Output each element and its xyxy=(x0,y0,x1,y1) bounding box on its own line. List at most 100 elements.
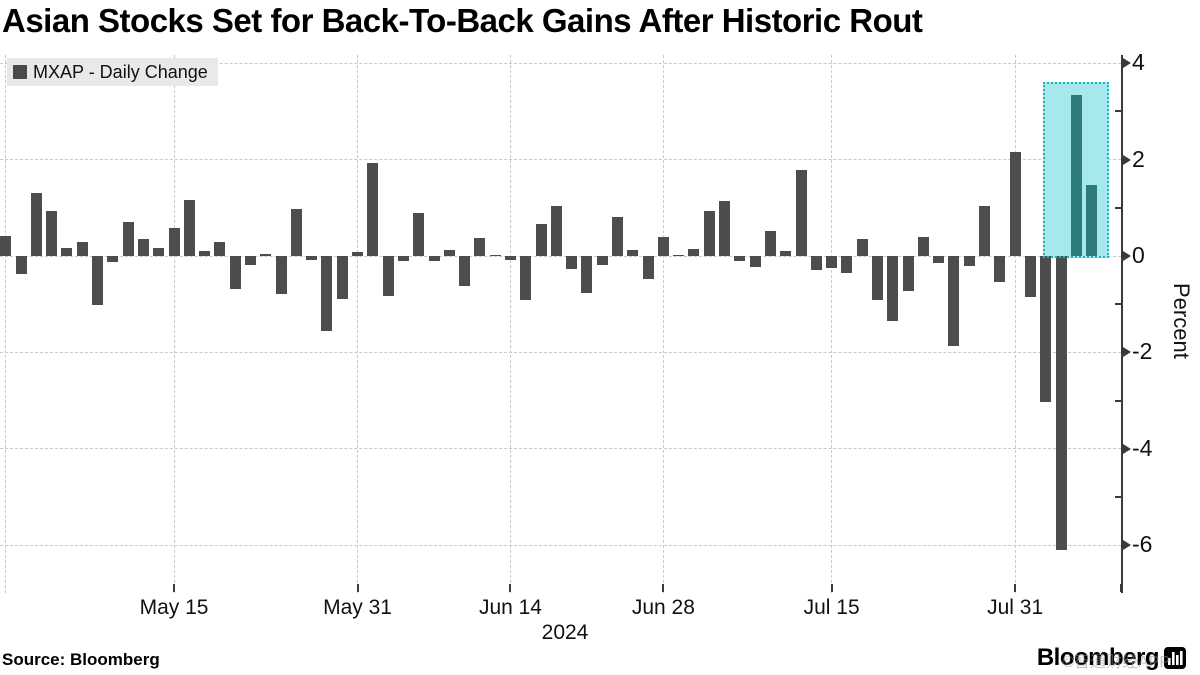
bar-jun-12 xyxy=(474,238,486,256)
y-tick-label: 2 xyxy=(1132,145,1145,172)
bar-jul-25 xyxy=(948,256,960,347)
gridline-horizontal xyxy=(0,351,1121,353)
source-attribution: Source: Bloomberg xyxy=(2,650,160,669)
gridline-vertical xyxy=(1014,55,1016,593)
bar-aug-2 xyxy=(1040,256,1052,403)
bar-jun-11 xyxy=(459,256,471,286)
bar-jun-24 xyxy=(596,256,608,266)
y-tick-label: -2 xyxy=(1132,338,1153,365)
x-tick xyxy=(1014,584,1017,592)
bar-may-22 xyxy=(244,256,256,266)
bar-may-20 xyxy=(214,241,226,256)
x-tick-label: Jul 31 xyxy=(987,596,1044,619)
gridline-horizontal xyxy=(0,544,1121,546)
bar-jun-25 xyxy=(612,217,624,256)
bar-may-2 xyxy=(30,193,42,256)
y-axis-title: Percent xyxy=(1169,283,1194,359)
bar-chart-icon xyxy=(1164,647,1186,669)
bar-jun-14 xyxy=(504,256,516,260)
bar-may-13 xyxy=(137,239,149,256)
bar-jun-17 xyxy=(520,256,532,300)
bar-jun-28 xyxy=(657,237,669,256)
y-tick-label: 0 xyxy=(1132,242,1145,268)
bar-may-24 xyxy=(275,256,287,295)
gridline-horizontal xyxy=(0,448,1121,450)
y-tick-arrow-icon xyxy=(1123,251,1131,261)
x-tick-label: Jul 15 xyxy=(803,596,860,619)
x-tick xyxy=(509,584,512,592)
gridline-horizontal xyxy=(0,255,1121,257)
bar-jul-8 xyxy=(749,256,761,267)
bar-may-23 xyxy=(260,254,272,256)
bar-may-29 xyxy=(321,256,333,332)
gridline-vertical xyxy=(173,55,175,593)
x-tick-end xyxy=(1120,584,1122,592)
x-axis-year-label: 2024 xyxy=(541,621,589,644)
y-tick-label: 4 xyxy=(1132,49,1145,76)
bar-jun-4 xyxy=(382,256,394,296)
bar-jul-10 xyxy=(780,251,792,256)
bar-jul-1 xyxy=(673,254,685,256)
bar-may-1 xyxy=(15,256,27,274)
bar-jul-24 xyxy=(933,256,945,263)
x-tick-label: May 15 xyxy=(139,596,209,619)
x-tick-label: Jun 28 xyxy=(631,596,695,619)
y-axis-line xyxy=(1121,55,1123,593)
bar-jul-2 xyxy=(688,249,700,256)
bar-may-10 xyxy=(122,221,134,256)
y-tick-minor xyxy=(1115,110,1123,113)
bar-aug-7 xyxy=(1086,185,1098,256)
gridline-vertical xyxy=(509,55,511,593)
bar-may-21 xyxy=(229,256,241,290)
x-tick xyxy=(356,584,359,592)
bar-may-3 xyxy=(46,210,58,256)
bar-may-9 xyxy=(107,256,119,262)
x-tick-label: Jun 14 xyxy=(478,596,542,619)
bar-jul-11 xyxy=(795,170,807,256)
bar-jun-7 xyxy=(428,256,440,261)
legend-label: MXAP - Daily Change xyxy=(33,61,208,82)
bar-may-14 xyxy=(153,247,165,256)
bar-jul-31 xyxy=(1009,152,1021,256)
bar-jun-6 xyxy=(413,212,425,256)
bar-jun-13 xyxy=(489,254,501,256)
bar-may-8 xyxy=(92,256,104,306)
bar-jul-3 xyxy=(703,210,715,256)
bar-apr-30 xyxy=(0,236,12,256)
bar-jun-21 xyxy=(581,256,593,293)
bar-may-31 xyxy=(352,251,364,256)
bar-jun-5 xyxy=(397,256,409,261)
bar-may-27 xyxy=(290,208,302,256)
bar-may-6 xyxy=(61,248,73,256)
y-tick-minor xyxy=(1115,206,1123,209)
bar-may-7 xyxy=(76,241,88,256)
bar-jul-5 xyxy=(734,256,746,261)
bar-jun-20 xyxy=(566,256,578,269)
gridline-horizontal xyxy=(0,159,1121,161)
y-tick-minor xyxy=(1115,399,1123,402)
x-tick-label: May 31 xyxy=(323,596,392,619)
bar-may-16 xyxy=(183,200,195,256)
x-tick xyxy=(173,584,176,592)
bar-aug-1 xyxy=(1024,256,1036,297)
y-tick-label: -4 xyxy=(1132,434,1153,461)
y-tick-arrow-icon xyxy=(1123,154,1131,165)
bar-jul-12 xyxy=(810,256,822,270)
bar-jul-26 xyxy=(963,256,975,267)
bar-jul-22 xyxy=(902,256,914,292)
bar-jun-3 xyxy=(367,163,379,256)
bar-may-30 xyxy=(336,256,348,299)
legend-swatch-icon xyxy=(13,65,27,79)
x-tick xyxy=(830,584,833,592)
gridline-vertical xyxy=(662,55,664,593)
y-tick-arrow-icon xyxy=(1123,58,1131,69)
watermark-text: ©智通财经APP xyxy=(1062,654,1170,671)
chart-title: Asian Stocks Set for Back-To-Back Gains … xyxy=(2,2,923,39)
gridline-horizontal xyxy=(0,62,1121,64)
bar-jul-16 xyxy=(841,256,853,274)
bar-jul-23 xyxy=(917,236,929,256)
bar-jul-29 xyxy=(979,205,991,256)
bar-jun-26 xyxy=(627,250,639,256)
bar-may-28 xyxy=(306,256,318,260)
